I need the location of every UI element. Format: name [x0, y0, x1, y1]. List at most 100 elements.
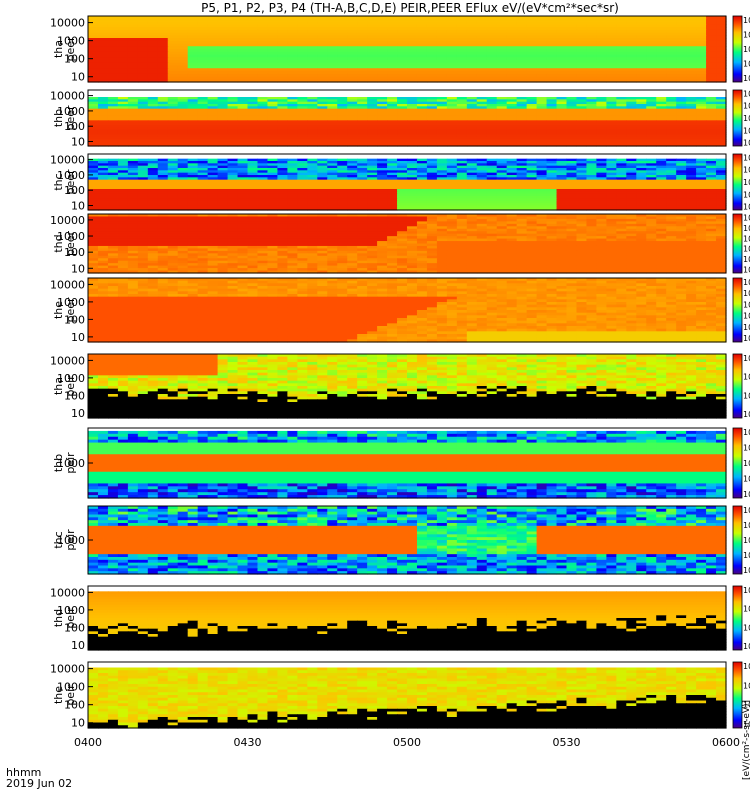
heatmap-cell [88, 71, 99, 75]
heatmap-cell [646, 108, 657, 112]
heatmap-cell [257, 68, 269, 72]
heatmap-cell [167, 113, 179, 117]
heatmap-cell [277, 18, 288, 23]
heatmap-cell [596, 71, 607, 75]
heatmap-cell [97, 115, 109, 119]
heatmap-cell [167, 99, 179, 103]
heatmap-cell [686, 111, 697, 114]
heatmap-cell [377, 40, 388, 45]
heatmap-cell [516, 125, 528, 128]
heatmap-cell [536, 71, 548, 75]
heatmap-cell [187, 125, 199, 128]
heatmap-cell [526, 54, 538, 58]
heatmap-cell [466, 108, 478, 112]
heatmap-cell [596, 57, 607, 61]
heatmap-cell [656, 32, 667, 36]
heatmap-cell [446, 99, 458, 103]
heatmap-cell [127, 24, 139, 28]
heatmap-cell [197, 104, 209, 107]
heatmap-cell [566, 27, 578, 31]
heatmap-cell [506, 62, 518, 67]
heatmap-cell [227, 90, 239, 93]
heatmap-cell [676, 76, 687, 80]
heatmap-cell [596, 18, 607, 23]
heatmap-cell [706, 115, 717, 119]
heatmap-cell [596, 73, 607, 78]
heatmap-cell [466, 99, 478, 103]
heatmap-cell [197, 32, 209, 36]
heatmap-cell [416, 115, 428, 119]
heatmap-cell [556, 49, 568, 53]
heatmap-cell [696, 106, 707, 110]
heatmap-cell [496, 125, 508, 128]
heatmap-cell [626, 29, 637, 34]
heatmap-cell [506, 49, 518, 53]
heatmap-cell [676, 46, 687, 50]
heatmap-cell [566, 65, 578, 69]
heatmap-cell [636, 18, 647, 23]
heatmap-cell [476, 65, 488, 69]
heatmap-cell [357, 65, 368, 69]
heatmap-cell [287, 125, 298, 128]
heatmap-cell [626, 101, 637, 105]
heatmap-cell [616, 65, 627, 69]
heatmap-cell [337, 97, 348, 100]
heatmap-cell [516, 106, 528, 110]
heatmap-cell [387, 73, 398, 78]
heatmap-cell [88, 18, 99, 23]
heatmap-cell [147, 125, 159, 128]
heatmap-cell [526, 79, 538, 83]
heatmap-cell [416, 76, 428, 80]
heatmap-cell [97, 73, 109, 78]
heatmap-cell [446, 73, 458, 78]
heatmap-cell [267, 46, 279, 50]
heatmap-cell [526, 16, 538, 20]
heatmap-cell [297, 76, 308, 80]
heatmap-cell [536, 54, 548, 58]
heatmap-cell [716, 108, 727, 112]
heatmap-cell [337, 32, 348, 36]
heatmap-cell [416, 111, 428, 114]
heatmap-cell [177, 65, 189, 69]
heatmap-cell [686, 46, 697, 50]
heatmap-cell [626, 90, 637, 93]
heatmap-cell [486, 27, 498, 31]
heatmap-cell [127, 101, 139, 105]
heatmap-cell [656, 122, 667, 126]
heatmap-cell [436, 101, 448, 105]
heatmap-cell [626, 16, 637, 20]
heatmap-cell [646, 76, 657, 80]
heatmap-cell [147, 27, 159, 31]
heatmap-cell [297, 104, 308, 107]
heatmap-cell [157, 113, 169, 117]
heatmap-cell [556, 115, 568, 119]
heatmap-cell [686, 127, 697, 131]
heatmap-cell [407, 125, 418, 128]
heatmap-cell [407, 99, 418, 103]
heatmap-cell [516, 46, 528, 50]
heatmap-cell [297, 54, 308, 58]
heatmap-cell [257, 104, 269, 107]
heatmap-cell [516, 29, 528, 34]
heatmap-cell [516, 16, 528, 20]
heatmap-cell [247, 125, 259, 128]
heatmap-cell [546, 65, 558, 69]
heatmap-cell [426, 16, 438, 20]
heatmap-cell [666, 24, 677, 28]
heatmap-cell [666, 27, 677, 31]
heatmap-cell [696, 108, 707, 112]
heatmap-cell [606, 79, 617, 83]
heatmap-cell [88, 106, 99, 110]
heatmap-cell [327, 97, 338, 100]
heatmap-cell [137, 62, 149, 67]
heatmap-cell [556, 65, 568, 69]
heatmap-cell [337, 54, 348, 58]
heatmap-cell [546, 57, 558, 61]
heatmap-cell [277, 92, 288, 96]
heatmap-cell [97, 57, 109, 61]
heatmap-cell [626, 125, 637, 128]
heatmap-cell [307, 62, 318, 67]
heatmap-cell [147, 40, 159, 45]
heatmap-cell [426, 129, 438, 133]
heatmap-cell [167, 32, 179, 36]
